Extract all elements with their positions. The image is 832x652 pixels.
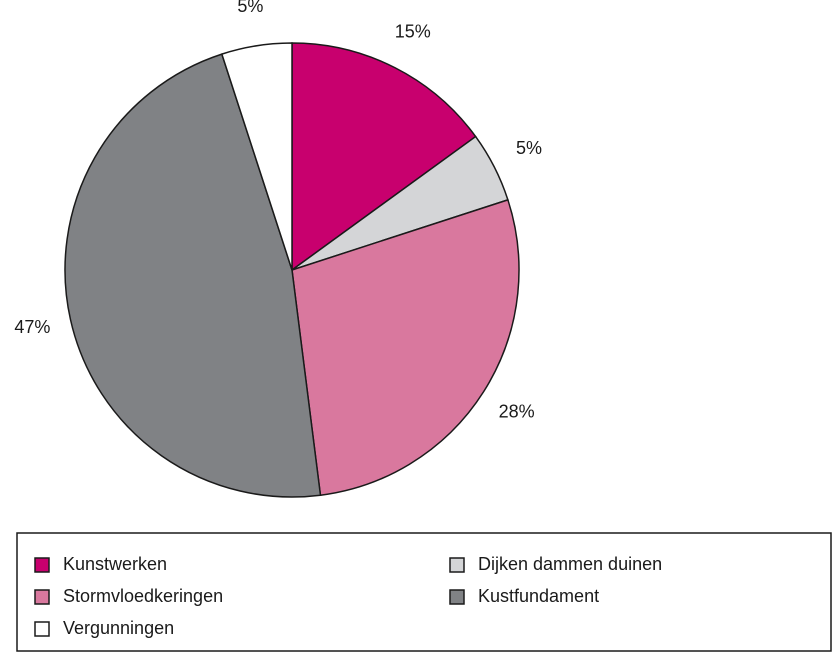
- legend-swatch: [34, 557, 50, 573]
- pie-slice: [291, 42, 477, 272]
- value-label: 47%: [14, 317, 50, 337]
- legend-label: Dijken dammen duinen: [478, 554, 662, 574]
- value-label: 5%: [237, 0, 263, 16]
- pie-slice: [291, 198, 520, 497]
- legend-swatch: [34, 621, 50, 637]
- value-label: 28%: [499, 401, 535, 421]
- value-label: 5%: [516, 138, 542, 158]
- legend-label: Kunstwerken: [63, 554, 167, 574]
- pie-slice: [64, 53, 322, 498]
- legend-swatch: [34, 589, 50, 605]
- legend-swatch: [449, 557, 465, 573]
- legend-box: [16, 532, 832, 652]
- pie-slice: [220, 42, 293, 271]
- legend-label: Vergunningen: [63, 618, 174, 638]
- legend-label: Stormvloedkeringen: [63, 586, 223, 606]
- legend-label: Kustfundament: [478, 586, 599, 606]
- legend-swatch: [449, 589, 465, 605]
- value-label: 15%: [395, 22, 431, 42]
